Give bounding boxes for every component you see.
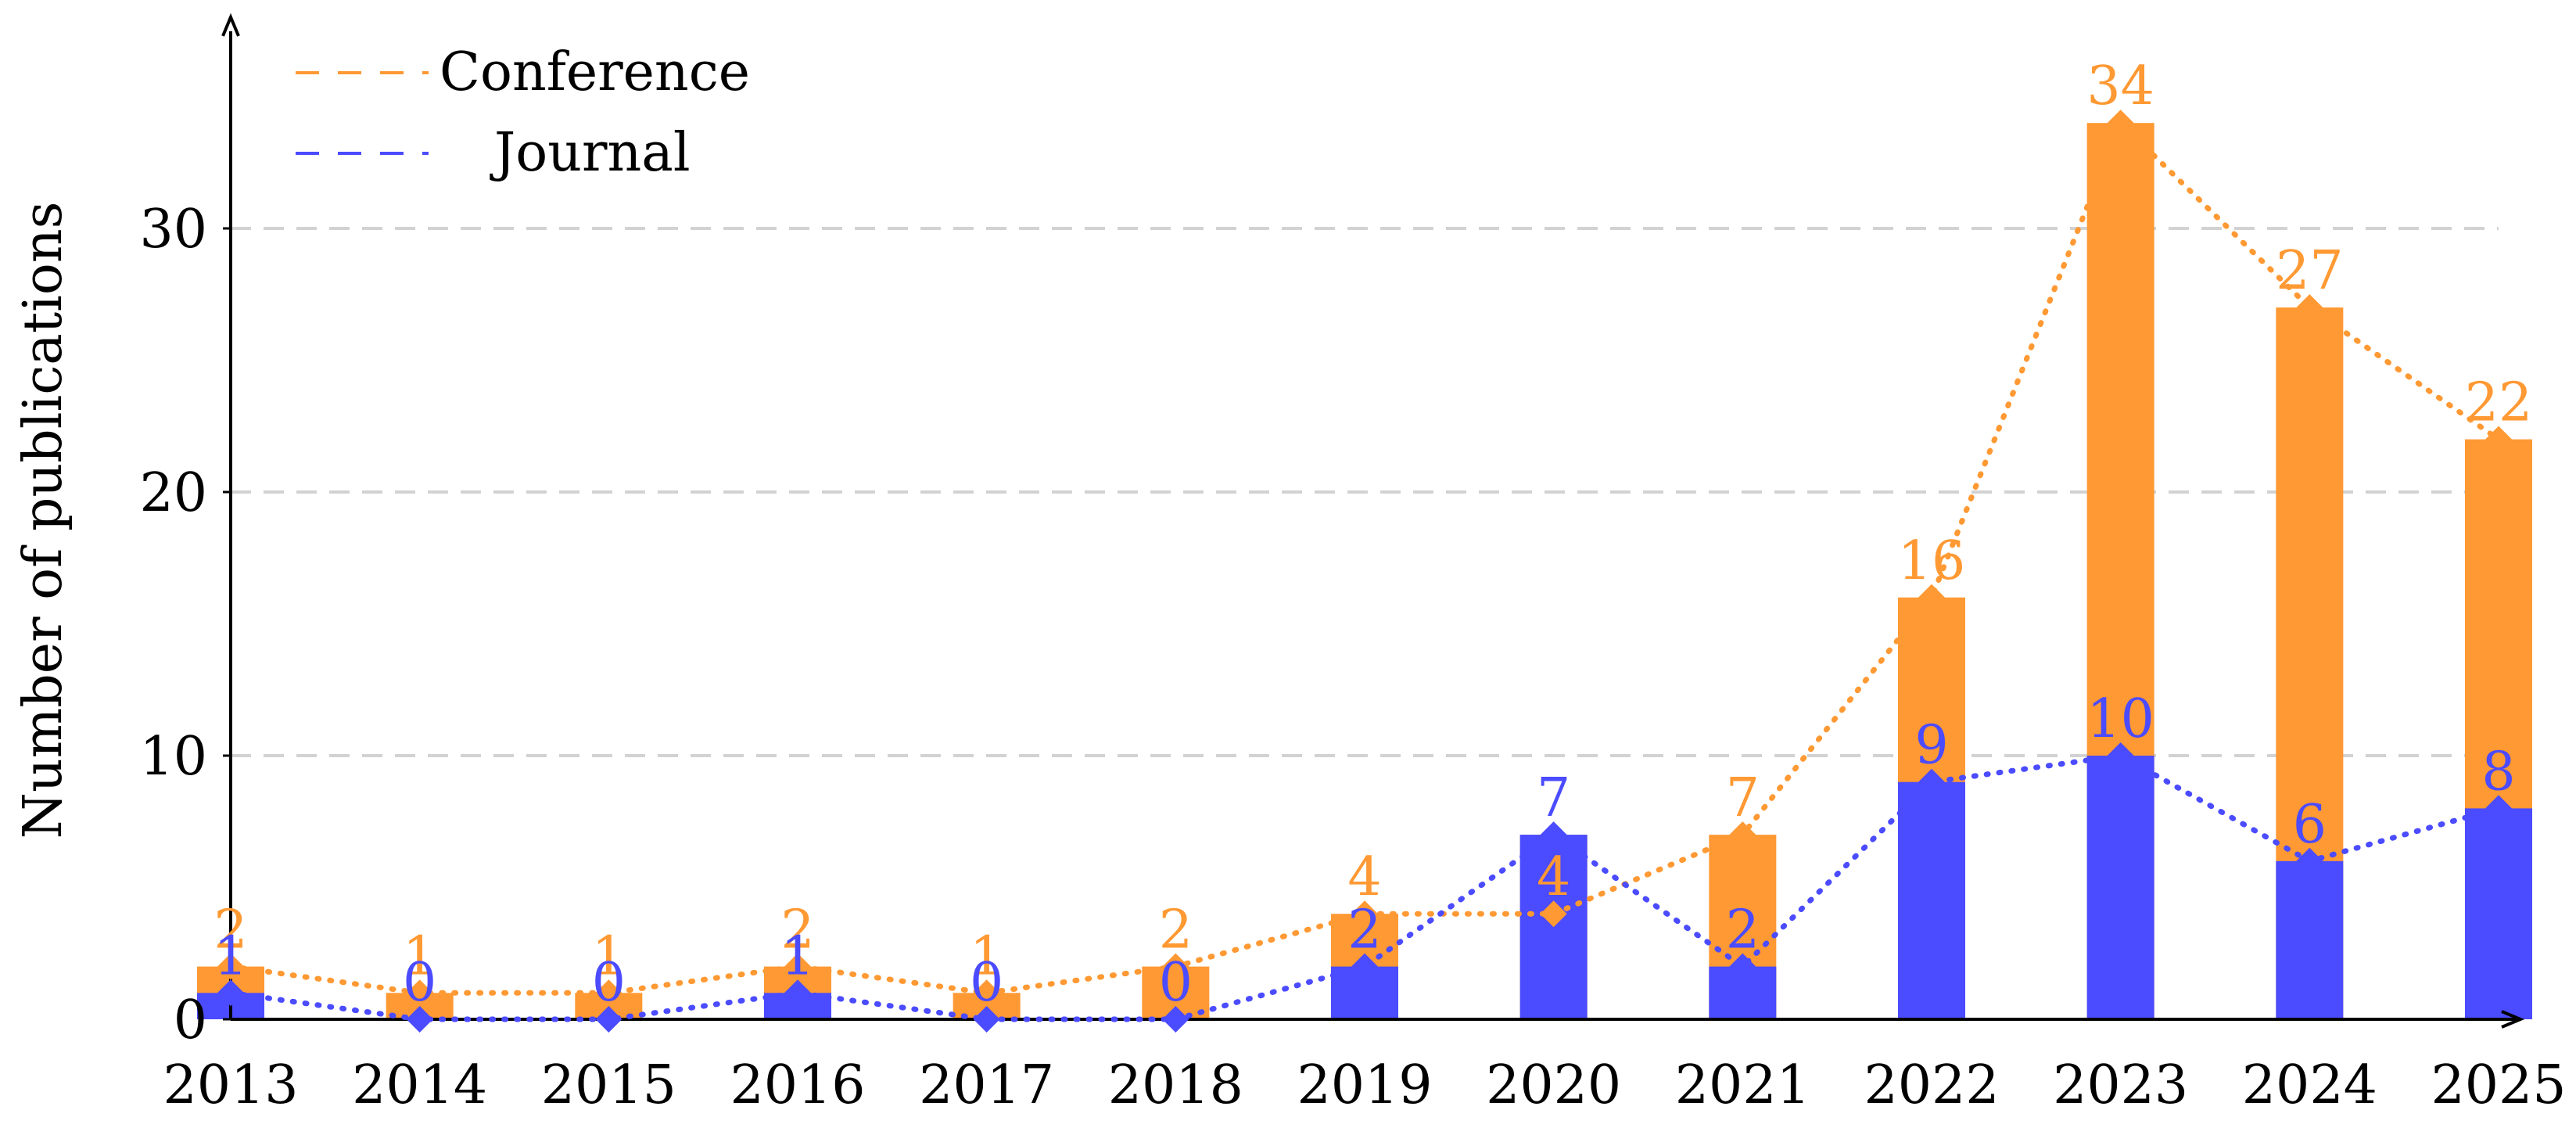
data-label-journal: 10	[2086, 688, 2154, 750]
data-label-journal: 6	[2293, 794, 2327, 856]
bar-journal	[2086, 756, 2154, 1019]
y-tick-label: 0	[174, 990, 207, 1051]
bar-journal	[2276, 860, 2344, 1019]
data-label-conference: 16	[1898, 530, 1966, 592]
marker-journal	[2485, 795, 2512, 822]
data-label-journal: 0	[592, 952, 626, 1014]
marker-conference	[2485, 426, 2512, 453]
marker-journal	[1351, 953, 1378, 980]
marker-journal	[595, 1006, 622, 1033]
data-label-journal: 0	[970, 952, 1003, 1014]
x-tick-label: 2023	[2053, 1054, 2188, 1116]
y-axis-arrow	[221, 13, 240, 37]
data-label-conference: 1	[403, 925, 436, 987]
marker-conference	[1918, 584, 1945, 611]
data-label-journal: 1	[780, 925, 814, 987]
marker-journal	[2296, 847, 2323, 875]
x-tick-label: 2021	[1675, 1054, 1810, 1116]
data-label-journal: 0	[403, 952, 436, 1014]
data-label-conference: 2	[1159, 900, 1193, 961]
marker-journal	[1918, 768, 1945, 796]
x-tick-label: 2015	[541, 1054, 676, 1116]
marker-conference	[1162, 953, 1189, 980]
x-tick-label: 2024	[2242, 1054, 2377, 1116]
legend-label-conference: Conference	[439, 41, 750, 103]
marker-journal	[784, 979, 811, 1007]
bar-journal	[1898, 781, 1965, 1019]
data-label-conference: 34	[2086, 56, 2154, 117]
data-label-journal: 2	[1726, 900, 1760, 961]
x-tick-label: 2013	[163, 1054, 298, 1116]
x-tick-label: 2016	[730, 1054, 865, 1116]
marker-conference	[595, 979, 622, 1007]
data-label-journal: 7	[1537, 767, 1570, 829]
marker-conference	[1351, 900, 1378, 928]
x-tick-label: 2025	[2431, 1054, 2566, 1116]
data-label-journal: 9	[1914, 715, 1948, 777]
marker-layer	[217, 110, 2512, 1033]
marker-conference	[2296, 294, 2323, 322]
marker-journal	[1540, 821, 1567, 849]
marker-journal	[406, 1006, 433, 1033]
x-tick-label: 2020	[1486, 1054, 1621, 1116]
x-tick-label: 2014	[352, 1054, 487, 1116]
marker-conference	[973, 979, 1000, 1007]
data-label-conference: 2	[213, 900, 247, 961]
y-tick-label: 10	[139, 726, 207, 788]
data-label-conference: 1	[970, 925, 1003, 987]
marker-conference	[217, 953, 244, 980]
marker-journal	[2107, 742, 2134, 769]
data-label-conference: 4	[1347, 846, 1381, 908]
marker-conference	[1540, 900, 1567, 928]
data-label-conference: 7	[1726, 767, 1760, 829]
y-tick-label: 20	[139, 462, 207, 524]
grid-layer	[231, 227, 2499, 757]
y-tick-label: 30	[139, 199, 207, 260]
data-label-conference: 27	[2276, 240, 2344, 302]
data-label-conference: 22	[2465, 372, 2533, 434]
data-label-journal: 2	[1347, 900, 1381, 961]
marker-journal	[973, 1006, 1000, 1033]
marker-conference	[2107, 110, 2134, 137]
legend-label-journal: Journal	[490, 122, 691, 184]
legend: Conference Journal	[282, 31, 813, 211]
data-label-conference: 4	[1537, 846, 1570, 908]
data-label-journal: 0	[1159, 952, 1193, 1014]
data-label-conference: 2	[780, 900, 814, 961]
marker-conference	[1729, 821, 1756, 849]
x-tick-label: 2018	[1108, 1054, 1243, 1116]
data-label-conference: 1	[592, 925, 626, 987]
bar-journal	[2465, 808, 2532, 1019]
marker-conference	[406, 979, 433, 1007]
marker-journal	[1729, 953, 1756, 980]
y-axis-title: Number of publications	[13, 201, 74, 839]
data-label-journal: 1	[213, 925, 247, 987]
data-label-journal: 8	[2481, 741, 2515, 803]
x-tick-label: 2019	[1297, 1054, 1432, 1116]
x-tick-label: 2017	[919, 1054, 1054, 1116]
marker-conference	[784, 953, 811, 980]
x-axis-arrow	[2501, 1010, 2525, 1029]
marker-journal	[1162, 1006, 1189, 1033]
marker-journal	[217, 979, 244, 1007]
x-tick-label: 2022	[1864, 1054, 1999, 1116]
legend-background	[282, 31, 813, 211]
